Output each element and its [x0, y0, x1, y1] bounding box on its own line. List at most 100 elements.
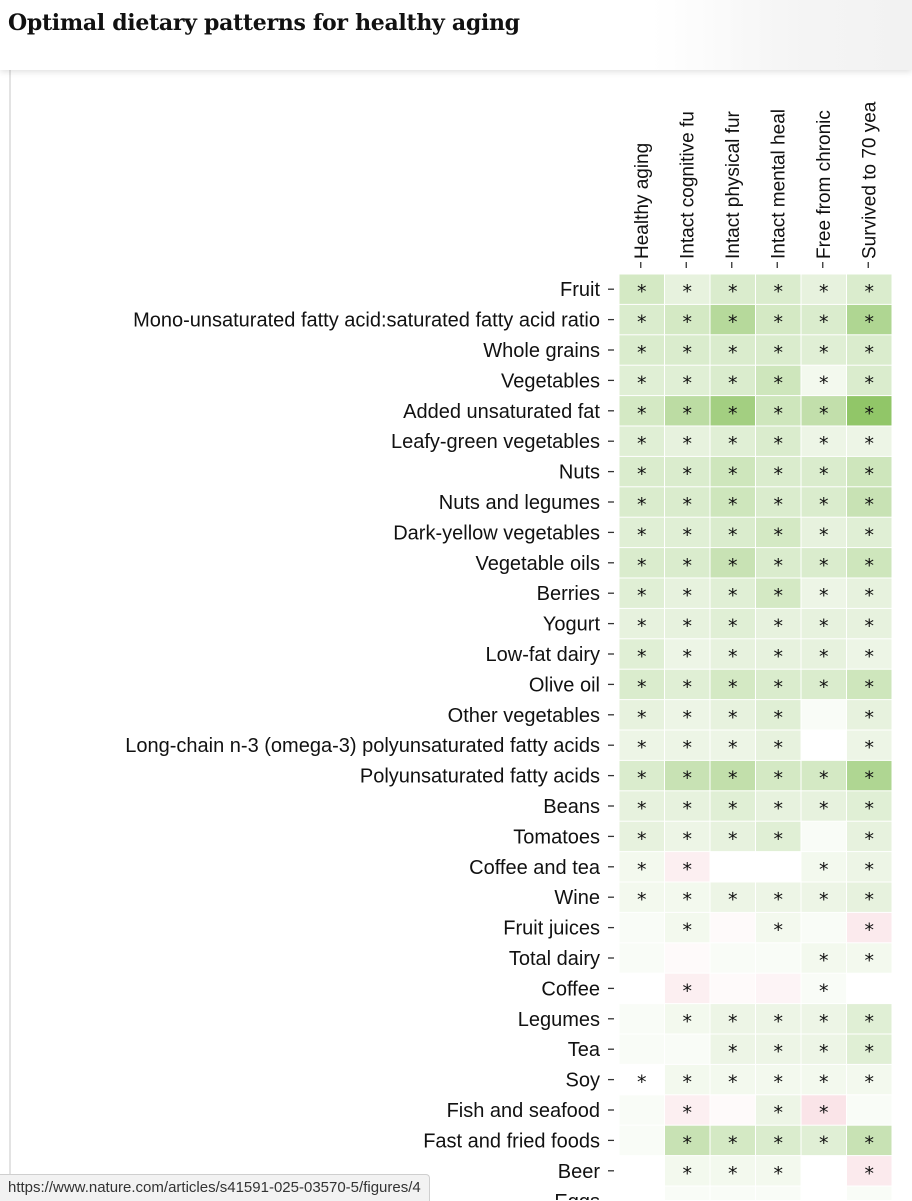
- significance-star: *: [683, 1163, 693, 1185]
- significance-star: *: [728, 828, 738, 850]
- significance-star: *: [819, 524, 829, 546]
- heatmap-cell: [619, 912, 664, 943]
- significance-star: *: [865, 950, 875, 972]
- significance-star: *: [865, 737, 875, 759]
- significance-star: *: [637, 464, 647, 486]
- significance-star: *: [774, 494, 784, 516]
- significance-star: *: [728, 1163, 738, 1185]
- heatmap-cell: [801, 548, 846, 578]
- significance-star: *: [819, 372, 829, 394]
- significance-star: *: [683, 1011, 693, 1033]
- row-label: Tomatoes: [513, 826, 600, 848]
- significance-star: *: [865, 555, 875, 577]
- significance-star: *: [728, 646, 738, 668]
- heatmap-cell: [619, 760, 664, 791]
- heatmap-cell: [619, 882, 664, 912]
- significance-star: *: [637, 312, 647, 334]
- significance-star: *: [819, 768, 829, 790]
- heatmap-cell: [665, 760, 710, 791]
- significance-star: *: [728, 464, 738, 486]
- significance-star: *: [819, 281, 829, 303]
- heatmap-cell: [801, 669, 846, 700]
- heatmap-cell: [756, 274, 801, 304]
- heatmap-cell: [801, 912, 846, 943]
- significance-star: *: [637, 768, 647, 790]
- significance-star: *: [865, 1011, 875, 1033]
- row-label: Low-fat dairy: [486, 644, 601, 666]
- heatmap-cell: [847, 578, 892, 608]
- significance-star: *: [865, 585, 875, 607]
- significance-star: *: [865, 342, 875, 364]
- heatmap-cell: [847, 1034, 892, 1064]
- heatmap-cell: [801, 335, 846, 365]
- heatmap-cell: [710, 1034, 755, 1064]
- significance-star: *: [683, 737, 693, 759]
- heatmap-cell: [801, 700, 846, 730]
- significance-star: *: [637, 433, 647, 455]
- heatmap-cell: [756, 304, 801, 335]
- heatmap-cell: [847, 1156, 892, 1186]
- significance-star: *: [683, 768, 693, 790]
- heatmap-cell: [619, 578, 664, 608]
- significance-star: *: [683, 1072, 693, 1094]
- heatmap-cell: [710, 912, 755, 943]
- heatmap-cell: [801, 274, 846, 304]
- heatmap-cell: [710, 730, 755, 760]
- heatmap-cell: [801, 1064, 846, 1095]
- significance-star: *: [865, 707, 875, 729]
- significance-star: *: [774, 1163, 784, 1185]
- heatmap-cell: [847, 1064, 892, 1095]
- heatmap-cell: [756, 1064, 801, 1095]
- significance-star: *: [865, 859, 875, 881]
- row-label: Olive oil: [529, 674, 600, 696]
- significance-star: *: [683, 524, 693, 546]
- heatmap-cell: [710, 791, 755, 821]
- significance-star: *: [728, 768, 738, 790]
- significance-star: *: [637, 1072, 647, 1094]
- heatmap-cell: [801, 730, 846, 760]
- row-label: Coffee: [541, 978, 600, 1000]
- significance-star: *: [819, 859, 829, 881]
- heatmap-cell: [619, 730, 664, 760]
- row-label: Polyunsaturated fatty acids: [360, 766, 600, 788]
- heatmap-cell: [710, 304, 755, 335]
- heatmap-cell: [665, 730, 710, 760]
- significance-star: *: [819, 616, 829, 638]
- significance-star: *: [637, 737, 647, 759]
- row-label: Total dairy: [509, 948, 600, 970]
- heatmap-cell: [801, 852, 846, 882]
- significance-star: *: [728, 585, 738, 607]
- significance-star: *: [819, 1102, 829, 1124]
- heatmap-cell: [801, 821, 846, 852]
- significance-star: *: [637, 403, 647, 425]
- heatmap-cell: [801, 608, 846, 639]
- significance-star: *: [637, 859, 647, 881]
- significance-star: *: [819, 950, 829, 972]
- heatmap-cell: [801, 973, 846, 1004]
- row-label: Mono-unsaturated fatty acid:saturated fa…: [133, 310, 600, 332]
- heatmap-cell: [756, 548, 801, 578]
- significance-star: *: [774, 372, 784, 394]
- heatmap-cell: [665, 1125, 710, 1156]
- heatmap-cell: [710, 852, 755, 882]
- significance-star: *: [819, 1132, 829, 1154]
- heatmap-cell: [756, 396, 801, 426]
- heatmap-cell: [756, 973, 801, 1004]
- significance-star: *: [774, 920, 784, 942]
- heatmap-cell: [801, 760, 846, 791]
- column-label-1: Intact cognitive fu: [677, 111, 698, 259]
- heatmap-cell: [710, 1095, 755, 1125]
- significance-star: *: [637, 555, 647, 577]
- significance-star: *: [728, 342, 738, 364]
- heatmap-cell: [619, 335, 664, 365]
- significance-star: *: [683, 828, 693, 850]
- significance-star: *: [774, 707, 784, 729]
- heatmap-cell: [665, 608, 710, 639]
- heatmap-cell: [710, 1064, 755, 1095]
- heatmap-cell: [756, 578, 801, 608]
- row-label: Fish and seafood: [447, 1100, 600, 1122]
- significance-star: *: [637, 676, 647, 698]
- heatmap-cell: [756, 882, 801, 912]
- heatmap-cell: [710, 1004, 755, 1034]
- heatmap-cell: [710, 821, 755, 852]
